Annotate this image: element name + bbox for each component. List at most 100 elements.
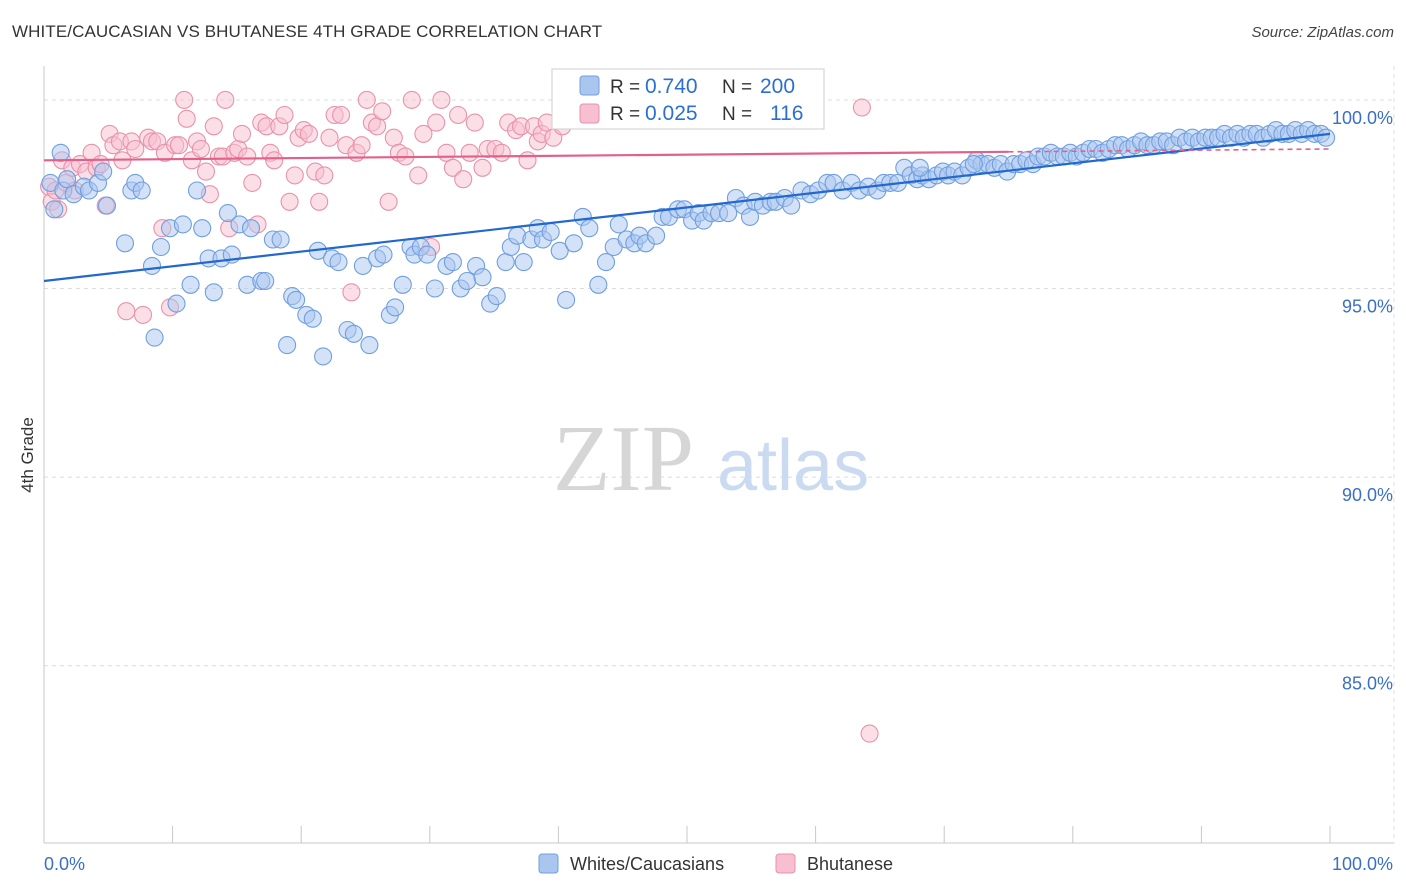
data-point bbox=[427, 113, 446, 132]
data-point bbox=[564, 234, 583, 253]
data-point bbox=[187, 181, 207, 200]
y-tick-label: 85.0% bbox=[1342, 674, 1393, 694]
data-point bbox=[287, 290, 306, 309]
data-point bbox=[167, 294, 186, 313]
data-point bbox=[460, 143, 479, 162]
data-point bbox=[145, 328, 164, 347]
axes bbox=[43, 66, 1394, 844]
data-point bbox=[329, 253, 348, 272]
bottom-legend-swatch-bhutanese bbox=[775, 853, 796, 874]
data-point bbox=[181, 275, 200, 294]
data-point bbox=[216, 90, 235, 109]
data-point bbox=[133, 305, 153, 324]
legend-r-value-whites: 0.740 bbox=[645, 75, 698, 98]
data-point bbox=[94, 162, 113, 181]
data-point bbox=[541, 222, 560, 242]
data-point bbox=[368, 117, 387, 136]
data-point bbox=[384, 128, 403, 147]
data-point bbox=[314, 347, 333, 366]
data-point bbox=[177, 109, 196, 128]
data-point bbox=[132, 181, 151, 200]
data-point bbox=[45, 200, 64, 219]
data-point bbox=[151, 237, 171, 257]
data-point bbox=[964, 155, 983, 174]
data-point bbox=[256, 271, 275, 291]
data-point bbox=[126, 139, 145, 159]
data-point bbox=[280, 192, 299, 211]
data-point bbox=[580, 219, 599, 238]
data-point bbox=[719, 204, 738, 223]
stats-legend: R = 0.740 N = 200 R = 0.025 N = 116 bbox=[551, 68, 825, 130]
data-point bbox=[344, 324, 363, 343]
data-point bbox=[218, 204, 237, 223]
legend-n-label-bhutanese: N = bbox=[722, 104, 752, 125]
data-point bbox=[204, 117, 223, 136]
data-point bbox=[860, 724, 879, 743]
data-point bbox=[487, 287, 506, 306]
data-point bbox=[852, 98, 871, 117]
y-axis-label: 4th Grade bbox=[18, 417, 37, 493]
legend-swatch-whites bbox=[579, 75, 600, 96]
y-tick-label: 100.0% bbox=[1332, 108, 1393, 128]
data-point bbox=[271, 230, 290, 249]
data-point bbox=[589, 275, 608, 294]
bottom-legend-label-whites: Whites/Caucasians bbox=[570, 854, 724, 874]
data-point bbox=[196, 162, 216, 181]
legend-r-label-bhutanese: R = bbox=[610, 104, 640, 125]
data-point bbox=[299, 124, 318, 143]
data-point bbox=[449, 105, 468, 125]
data-point bbox=[409, 166, 428, 185]
data-point bbox=[117, 302, 136, 321]
data-point bbox=[342, 283, 361, 302]
watermark: ZIP atlas bbox=[553, 407, 869, 511]
x-tick-label-max: 100.0% bbox=[1332, 854, 1393, 874]
data-point bbox=[315, 166, 334, 185]
chart-title: WHITE/CAUCASIAN VS BHUTANESE 4TH GRADE C… bbox=[12, 22, 603, 41]
data-point bbox=[550, 241, 569, 260]
data-point bbox=[232, 124, 252, 143]
data-point bbox=[204, 283, 223, 302]
data-point bbox=[238, 147, 257, 166]
data-point bbox=[58, 170, 77, 189]
data-point bbox=[473, 268, 492, 287]
source-credit: Source: ZipAtlas.com bbox=[1251, 24, 1394, 41]
y-tick-label: 90.0% bbox=[1342, 485, 1393, 505]
data-point bbox=[374, 245, 393, 264]
data-point bbox=[332, 105, 351, 125]
data-point bbox=[437, 143, 456, 162]
legend-n-value-whites: 200 bbox=[760, 75, 795, 98]
bottom-legend-label-bhutanese: Bhutanese bbox=[807, 854, 893, 874]
trend-lines bbox=[43, 132, 1331, 283]
data-point bbox=[609, 215, 628, 234]
data-point bbox=[360, 336, 379, 355]
data-point bbox=[473, 158, 492, 177]
data-point bbox=[496, 253, 515, 272]
trend-line-bhutanese bbox=[43, 150, 1009, 162]
data-point bbox=[443, 253, 462, 272]
data-point bbox=[393, 275, 412, 294]
data-point bbox=[275, 105, 294, 125]
data-point bbox=[386, 298, 405, 317]
data-point bbox=[514, 253, 533, 272]
legend-n-value-bhutanese: 116 bbox=[770, 102, 803, 125]
legend-r-value-bhutanese: 0.025 bbox=[645, 102, 698, 125]
data-point bbox=[142, 256, 162, 275]
data-point bbox=[97, 196, 117, 215]
data-point bbox=[352, 136, 371, 155]
data-point bbox=[492, 143, 511, 162]
data-point bbox=[465, 113, 484, 132]
data-point bbox=[647, 226, 666, 245]
data-point bbox=[173, 215, 192, 234]
data-point bbox=[193, 219, 212, 238]
data-point bbox=[443, 158, 462, 177]
data-point bbox=[357, 90, 376, 109]
whites-points bbox=[41, 121, 1336, 366]
data-point bbox=[373, 102, 392, 121]
watermark-zip: ZIP bbox=[553, 407, 694, 511]
tick-labels: 85.0% 90.0% 95.0% 100.0% 0.0% 100.0% bbox=[44, 108, 1393, 874]
data-point bbox=[518, 151, 537, 170]
data-point bbox=[51, 143, 70, 162]
data-point bbox=[596, 253, 616, 272]
series-legend: Whites/Caucasians Bhutanese bbox=[538, 853, 893, 874]
data-point bbox=[379, 192, 398, 211]
